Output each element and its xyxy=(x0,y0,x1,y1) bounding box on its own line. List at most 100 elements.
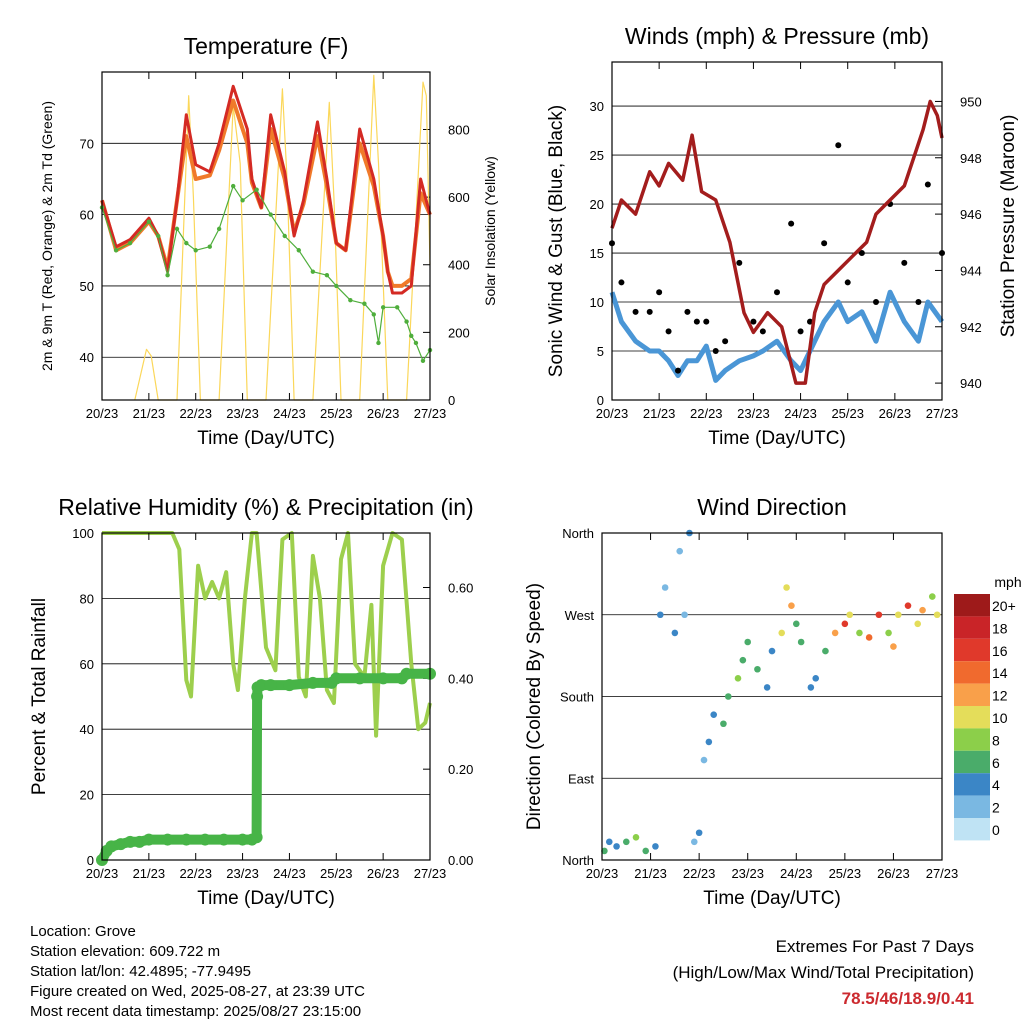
direction-point xyxy=(778,629,786,637)
direction-point xyxy=(904,602,912,609)
x-tick-label: 27/23 xyxy=(926,866,959,881)
y2-tick-label: 0.20 xyxy=(448,762,473,777)
gust-point xyxy=(844,279,851,286)
direction-point xyxy=(846,611,854,619)
direction-point xyxy=(720,720,727,728)
x-tick-label: 23/23 xyxy=(731,866,764,881)
y-tick-label: 50 xyxy=(80,279,94,294)
direction-point xyxy=(681,611,688,619)
y-tick-label: 25 xyxy=(590,148,604,163)
x-tick-label: 26/23 xyxy=(367,406,400,421)
precipitation-point xyxy=(114,838,127,851)
legend-label: 6 xyxy=(992,755,1000,771)
y-tick-label: 100 xyxy=(72,526,94,541)
direction-point xyxy=(831,629,839,637)
y-axis-label: Percent & Total Rainfall xyxy=(29,598,50,795)
y-tick-label: East xyxy=(568,771,594,786)
x-tick-label: 26/23 xyxy=(367,866,400,881)
gust-point xyxy=(656,289,663,296)
direction-point xyxy=(768,647,776,655)
direction-point xyxy=(710,711,718,718)
gust-point xyxy=(722,338,729,345)
station-latlon: Station lat/lon: 42.4895; -77.9495 xyxy=(30,963,252,980)
x-tick-label: 22/23 xyxy=(179,406,212,421)
direction-point xyxy=(919,606,926,614)
y2-tick-label: 0 xyxy=(448,393,455,408)
relative-humidity-line xyxy=(102,531,432,738)
gust-point xyxy=(665,328,672,335)
precipitation-point xyxy=(180,833,193,846)
y2-tick-label: 800 xyxy=(448,122,470,137)
chart-title: Winds (mph) & Pressure (mb) xyxy=(625,23,929,49)
precipitation-point xyxy=(124,835,137,848)
precipitation-point xyxy=(217,833,230,846)
direction-point xyxy=(792,620,800,628)
gust-point xyxy=(858,250,865,257)
gust-point xyxy=(736,259,743,266)
gust-point xyxy=(915,299,922,306)
x-tick-label: 26/23 xyxy=(879,406,912,421)
x-axis-label: Time (Day/UTC) xyxy=(703,888,841,909)
y-tick-label: 20 xyxy=(80,788,94,803)
gust-point xyxy=(646,308,653,315)
gust-point xyxy=(807,318,813,325)
direction-point xyxy=(671,629,679,637)
y-tick-label: 5 xyxy=(597,344,604,359)
legend-swatch xyxy=(954,750,990,774)
speed-colorbar-legend: mph 20+ 18 16 14 12 10 8 6 4 2 0 xyxy=(954,574,1022,841)
direction-point xyxy=(739,656,747,664)
direction-point xyxy=(700,756,708,764)
y-axis-label: 2m & 9m T (Red, Orange) & 2m Td (Green) xyxy=(39,101,55,371)
direction-point xyxy=(822,647,829,655)
x-tick-label: 24/23 xyxy=(273,866,306,881)
direction-point xyxy=(812,675,820,682)
x-axis-label: Time (Day/UTC) xyxy=(708,428,846,449)
legend-swatch xyxy=(954,638,990,662)
extremes-values: 78.5/46/18.9/0.41 xyxy=(841,989,974,1008)
x-tick-label: 21/23 xyxy=(133,866,166,881)
x-tick-label: 27/23 xyxy=(414,866,447,881)
direction-point xyxy=(841,620,849,628)
direction-point xyxy=(695,829,703,837)
x-tick-label: 22/23 xyxy=(179,866,212,881)
y-tick-label: 0 xyxy=(87,853,94,868)
legend-label: 2 xyxy=(992,800,1000,816)
direction-point xyxy=(605,838,613,846)
y-tick-label: 15 xyxy=(590,246,604,261)
gust-point xyxy=(712,348,719,355)
legend-label: 8 xyxy=(992,732,1000,748)
direction-point xyxy=(661,584,669,591)
x-tick-label: 25/23 xyxy=(831,406,864,421)
x-tick-label: 20/23 xyxy=(596,406,629,421)
x-tick-label: 23/23 xyxy=(226,406,259,421)
gust-point xyxy=(759,328,766,335)
plot-frame xyxy=(101,532,431,861)
y-tick-label: 70 xyxy=(80,136,94,151)
y-tick-label: West xyxy=(565,608,595,623)
precipitation-point xyxy=(377,672,390,685)
x-axis-label: Time (Day/UTC) xyxy=(197,888,335,909)
y-tick-label: 40 xyxy=(80,350,94,365)
precipitation-point xyxy=(161,833,174,846)
station-info: Location: Grove Station elevation: 609.7… xyxy=(30,922,365,1022)
direction-point xyxy=(622,838,630,846)
precipitation-point xyxy=(283,679,296,692)
precipitation-point xyxy=(400,667,413,680)
y-tick-label: 20 xyxy=(590,197,604,212)
legend-label: 12 xyxy=(992,688,1008,704)
direction-point xyxy=(865,634,873,641)
x-tick-label: 21/23 xyxy=(133,406,166,421)
x-tick-label: 20/23 xyxy=(86,406,119,421)
direction-point xyxy=(734,675,742,682)
winds-pressure-panel: 0 5 10 15 20 25 30 940 942 944 946 948 950 Winds (mph… xyxy=(546,23,1019,449)
direction-point xyxy=(724,693,732,700)
y-tick-label: South xyxy=(560,690,594,705)
precipitation-point xyxy=(133,835,146,848)
x-tick-label: 20/23 xyxy=(86,866,119,881)
direction-point xyxy=(914,620,922,628)
gust-point xyxy=(703,318,710,325)
precipitation-point xyxy=(255,679,268,692)
station-pressure-line xyxy=(610,99,944,385)
direction-point xyxy=(632,833,640,841)
x-tick-label: 25/23 xyxy=(829,866,862,881)
